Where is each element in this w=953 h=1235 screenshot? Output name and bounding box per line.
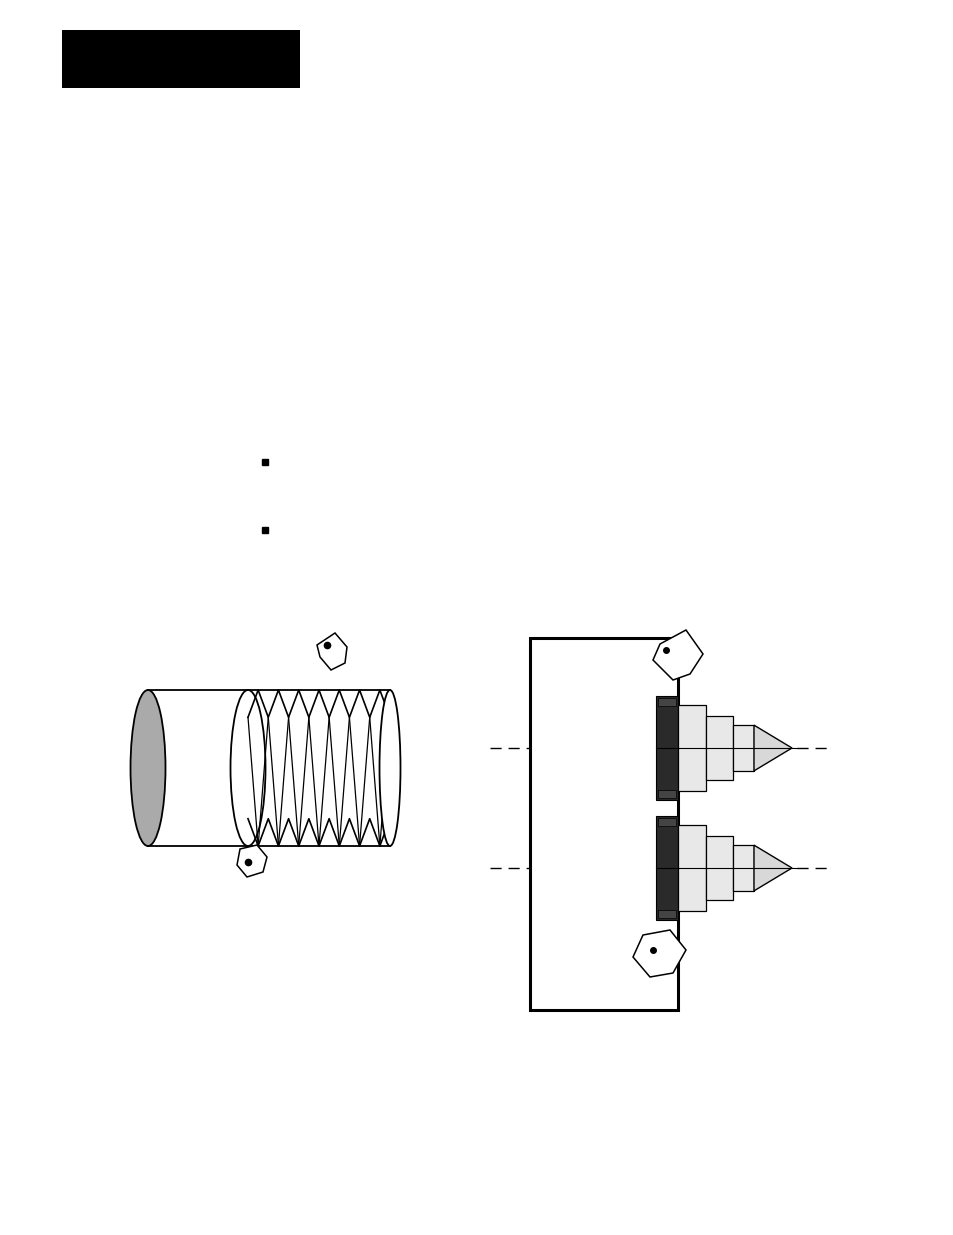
Bar xyxy=(678,825,705,910)
Polygon shape xyxy=(236,845,267,877)
Ellipse shape xyxy=(131,690,165,846)
Polygon shape xyxy=(753,725,791,771)
Bar xyxy=(656,816,678,920)
Bar xyxy=(658,698,676,706)
Bar xyxy=(62,30,299,88)
Bar xyxy=(658,818,676,826)
Bar xyxy=(248,690,390,846)
Bar xyxy=(705,716,732,781)
Bar xyxy=(658,790,676,798)
Bar xyxy=(658,910,676,918)
Bar xyxy=(656,697,678,800)
Bar xyxy=(732,845,753,890)
Bar xyxy=(530,638,678,1010)
Bar xyxy=(678,705,705,790)
Ellipse shape xyxy=(379,690,400,846)
Bar xyxy=(148,690,248,846)
Polygon shape xyxy=(633,930,685,977)
Polygon shape xyxy=(652,630,702,680)
Bar xyxy=(705,836,732,900)
Ellipse shape xyxy=(231,690,265,846)
Bar xyxy=(732,725,753,771)
Polygon shape xyxy=(753,845,791,890)
Polygon shape xyxy=(316,634,347,671)
